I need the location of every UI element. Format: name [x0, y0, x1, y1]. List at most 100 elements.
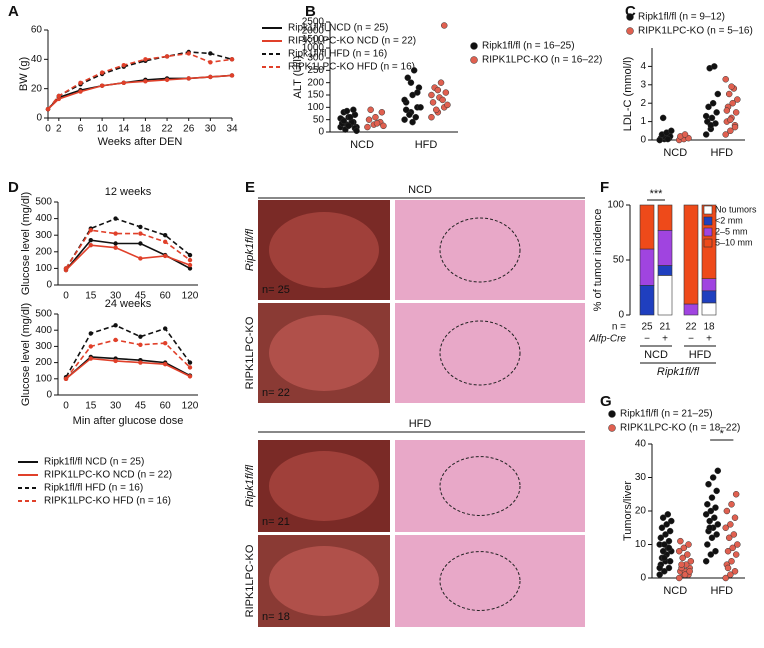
x-tick-label: 2 — [56, 124, 62, 135]
data-point — [723, 507, 731, 515]
data-point — [187, 365, 193, 370]
tumor-region — [439, 217, 521, 283]
liver-shape — [269, 546, 379, 616]
y-tick-label: 2500 — [302, 17, 325, 28]
cre-label: + — [662, 334, 668, 345]
legend-swatch — [608, 424, 616, 432]
x-tick-label: NCD — [663, 147, 687, 159]
data-point — [727, 521, 734, 528]
data-point — [668, 127, 675, 135]
data-point — [706, 524, 713, 531]
y-tick-label: 40 — [635, 439, 647, 450]
data-point — [429, 99, 437, 106]
series-line — [47, 52, 233, 110]
panel-label: B — [305, 3, 316, 20]
data-point — [143, 79, 148, 84]
data-point — [686, 568, 693, 575]
data-point — [702, 511, 710, 518]
data-point — [725, 534, 733, 542]
data-point — [378, 109, 386, 116]
data-point — [659, 114, 667, 122]
data-point — [138, 256, 143, 261]
y-axis-label: Glucose level (mg/dl) — [20, 303, 32, 406]
legend-label: 5–10 mm — [715, 237, 753, 247]
y-tick-label: 300 — [35, 230, 52, 241]
data-point — [725, 90, 733, 98]
bar-segment — [639, 284, 655, 316]
data-point — [99, 70, 105, 75]
legend-swatch — [703, 205, 713, 215]
data-point — [440, 22, 448, 29]
data-point — [138, 342, 143, 347]
data-point — [712, 504, 719, 511]
data-point — [722, 524, 729, 531]
data-point — [208, 60, 213, 65]
tumor-region — [439, 551, 521, 611]
data-point — [208, 74, 213, 80]
data-point — [657, 534, 665, 542]
y-tick-label: 400 — [35, 213, 52, 224]
data-point — [99, 83, 105, 88]
data-point — [88, 344, 94, 349]
data-point — [346, 113, 354, 121]
data-point — [709, 474, 717, 481]
data-point — [56, 93, 62, 99]
data-point — [711, 63, 718, 70]
data-point — [345, 122, 352, 130]
y-tick-label: 20 — [31, 83, 43, 94]
data-point — [186, 51, 191, 56]
x-tick-label: 60 — [160, 291, 172, 302]
bar-segment — [657, 204, 673, 231]
bar-segment — [701, 290, 717, 304]
data-point — [702, 131, 710, 138]
data-point — [680, 544, 688, 552]
x-tick-label: HFD — [415, 139, 438, 151]
data-point — [442, 89, 450, 96]
data-point — [661, 554, 668, 562]
group-label: NCD — [644, 349, 668, 361]
data-point — [121, 62, 126, 68]
row-label: RIPK1LPC-KO — [244, 316, 256, 389]
y-tick-label: 200 — [35, 357, 52, 368]
data-point — [708, 534, 716, 542]
x-tick-label: HFD — [710, 147, 733, 159]
n-label: n= 18 — [262, 611, 290, 623]
x-tick-label: NCD — [350, 139, 374, 151]
series-line — [65, 217, 191, 269]
bar-segment — [639, 248, 655, 286]
data-point — [729, 544, 736, 552]
data-point — [401, 96, 408, 104]
cre-label: − — [644, 334, 650, 345]
x-tick-label: 0 — [63, 291, 69, 302]
data-point — [681, 571, 689, 578]
data-point — [663, 521, 670, 528]
liver-shape — [269, 315, 379, 391]
subtitle: 24 weeks — [105, 298, 152, 310]
data-point — [702, 558, 710, 565]
data-point — [727, 571, 734, 578]
legend-swatch — [608, 410, 616, 418]
data-point — [404, 74, 412, 81]
legend-swatch — [626, 13, 634, 21]
data-point — [113, 231, 118, 236]
n-row-label: n = — [612, 322, 626, 333]
y-tick-label: 4 — [640, 61, 646, 72]
x-tick-label: NCD — [663, 585, 687, 597]
data-point — [664, 511, 672, 518]
series-line — [47, 74, 233, 110]
legend-label: No tumors — [715, 204, 757, 214]
y-tick-label: 250 — [307, 65, 324, 76]
series-line — [47, 74, 233, 110]
legend-label: Ripk1fl/fl (n = 21–25) — [620, 409, 713, 420]
data-point — [679, 554, 686, 562]
data-point — [734, 96, 741, 103]
data-point — [728, 501, 735, 508]
y-axis-label: BW (g) — [18, 57, 30, 91]
data-point — [164, 77, 170, 83]
data-point — [187, 360, 193, 365]
data-point — [78, 80, 83, 86]
data-point — [712, 547, 719, 555]
data-point — [372, 113, 379, 121]
data-point — [702, 112, 710, 120]
